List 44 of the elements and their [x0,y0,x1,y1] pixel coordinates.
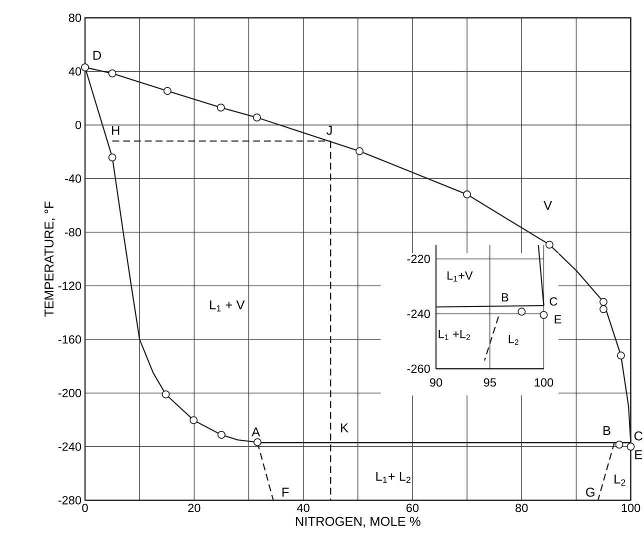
annotation: L$_{1}$+ L$_{2}$ [376,472,411,484]
x-tick-label: 0 [82,504,88,512]
text: C [634,431,643,441]
y-tick-label: 80 [68,14,82,22]
annotation: C [550,297,558,306]
annotation: J [326,126,332,135]
annotation: A [252,428,260,436]
annotation: F [282,488,289,497]
annotation: D [93,51,102,60]
y-tick-label: -40 [64,174,82,183]
y-tick-label: -80 [64,228,82,237]
annotation: B [604,426,610,436]
y-tick-label: -240 [58,442,82,451]
annotation: L$_{2}$ [508,335,518,345]
x-tick-label: 90 [430,378,442,387]
y-tick-label: -120 [58,282,82,290]
annotation: L$_{2}$ [614,474,626,486]
x-tick-label: 20 [188,504,200,512]
y-tick-label: -220 [407,254,430,264]
x-axis-title: NITROGEN, MOLE % [296,516,420,528]
y-tick-label: -240 [407,310,430,318]
y-tick-label: 40 [68,67,82,76]
annotation: E [554,315,562,324]
annotation: B [502,293,508,302]
y-tick-label: -200 [58,388,82,398]
y-axis-title: TEMPERATURE, °F [44,202,56,317]
y-tick-label: -160 [58,335,82,344]
annotation: L$_{1}$+V [448,272,473,282]
annotation: K [341,424,348,432]
x-tick-label: 100 [534,378,554,387]
y-tick-label: 0 [75,120,82,130]
annotation: L$_{1}$ +L$_{2}$ [438,330,470,340]
annotation: H [112,126,120,135]
x-tick-label: 40 [297,504,310,512]
annotation: L$_{1}$ + V [210,300,245,312]
annotation: V [544,201,552,210]
x-tick-label: 95 [484,378,496,387]
x-tick-label: 80 [516,504,528,512]
y-tick-label: -260 [407,364,430,374]
text: E [635,450,642,460]
y-tick-label: -280 [58,496,82,505]
annotation: G [586,488,594,497]
x-tick-label: 60 [406,504,419,512]
x-tick-label: 100 [622,504,640,512]
